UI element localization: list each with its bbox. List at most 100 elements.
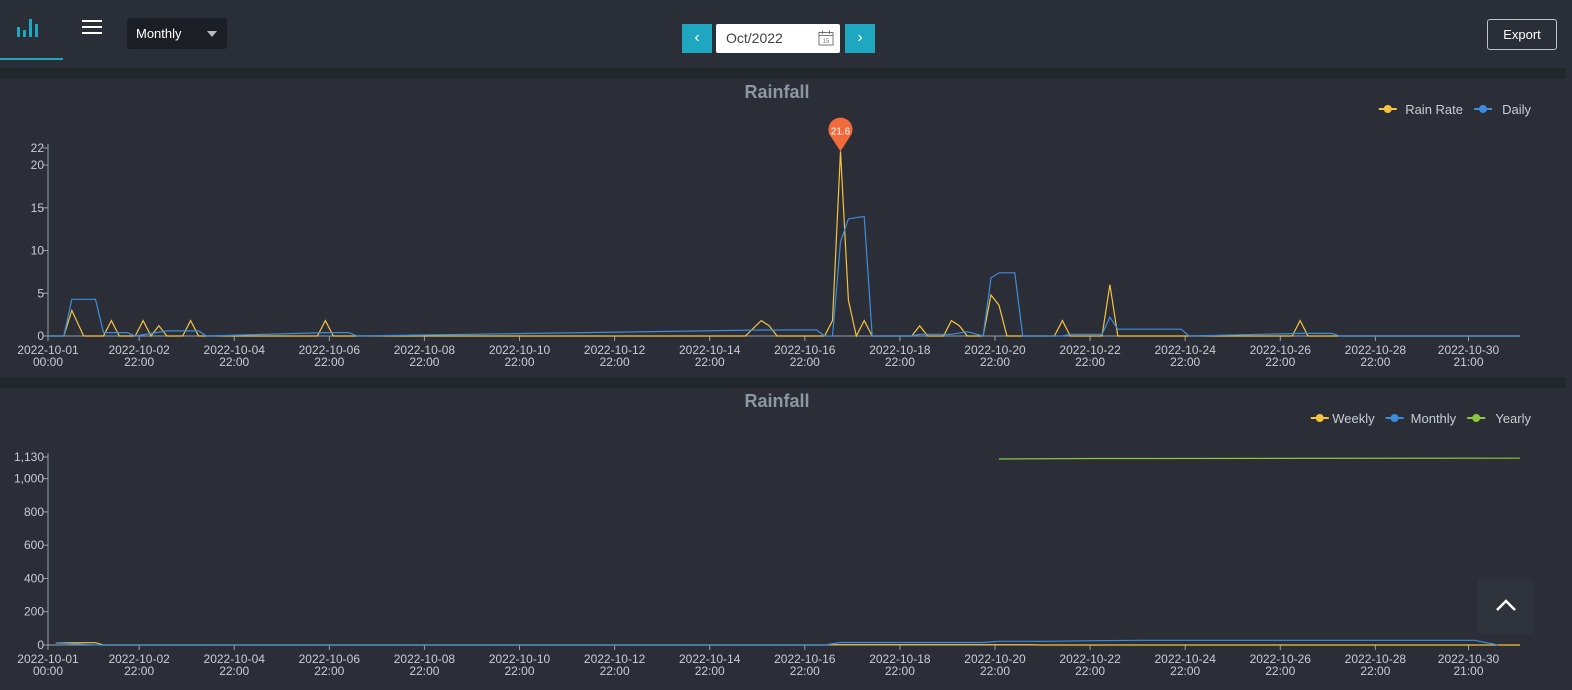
x-tick-label-time: 22:00 — [1360, 355, 1390, 369]
x-tick-label-time: 22:00 — [219, 664, 249, 678]
x-tick-label-date: 2022-10-22 — [1059, 343, 1121, 357]
x-tick-label-date: 2022-10-20 — [964, 652, 1026, 666]
rainfall-total-chart: Rainfall Yearly Monthly Weekly 0 200 400 600 800… — [14, 391, 1532, 678]
x-tick-label-date: 2022-10-18 — [869, 343, 931, 357]
series-line-monthly — [55, 639, 1499, 646]
y-tick-label: 20 — [31, 158, 45, 172]
page-scrollbar[interactable] — [1566, 68, 1572, 690]
x-tick-label-time: 22:00 — [600, 355, 630, 369]
x-tick-label-date: 2022-10-12 — [584, 343, 646, 357]
x-tick-label-time: 22:00 — [504, 355, 534, 369]
x-tick-label-date: 2022-10-10 — [489, 652, 551, 666]
legend-marker — [1390, 414, 1399, 422]
rain-rate-daily-panel: Rainfall Daily Rain Rate 0 5 10 15 20 22 2022-10-… — [0, 79, 1566, 377]
chart-title: Rainfall — [744, 391, 809, 411]
x-tick-label-date: 2022-10-12 — [584, 652, 646, 666]
x-tick-label-time: 22:00 — [600, 664, 630, 678]
x-tick-label-date: 2022-10-16 — [774, 343, 836, 357]
y-tick-label: 600 — [24, 538, 44, 552]
x-tick-label-date: 2022-10-26 — [1250, 343, 1312, 357]
x-tick-label-date: 2022-10-16 — [774, 652, 836, 666]
x-tick-label-date: 2022-10-01 — [17, 343, 79, 357]
legend-label-yearly: Yearly — [1495, 411, 1531, 426]
y-tick-label: 22 — [31, 141, 45, 155]
legend-label-rain-rate: Rain Rate — [1405, 102, 1463, 117]
x-tick-label-time: 22:00 — [219, 355, 249, 369]
x-tick-label-date: 2022-10-14 — [679, 652, 741, 666]
x-tick-label-date: 2022-10-04 — [204, 652, 266, 666]
x-tick-label-time: 22:00 — [885, 664, 915, 678]
x-tick-label-time: 22:00 — [314, 664, 344, 678]
x-tick-label-time: 22:00 — [1265, 664, 1295, 678]
chevron-up-icon — [1496, 599, 1516, 611]
y-tick-label: 15 — [31, 201, 45, 215]
x-tick-label-time: 22:00 — [1170, 664, 1200, 678]
y-tick-label: 800 — [24, 505, 44, 519]
chart-title: Rainfall — [744, 82, 809, 102]
y-tick-label: 400 — [24, 571, 44, 585]
x-tick-label-time: 22:00 — [1170, 355, 1200, 369]
x-tick-label-date: 2022-10-24 — [1154, 652, 1216, 666]
legend-marker — [1315, 414, 1324, 422]
x-tick-label-date: 2022-10-18 — [869, 652, 931, 666]
toolbar: Monthly ‹ Oct/2022 15 › Export — [0, 0, 1572, 68]
legend-label-monthly: Monthly — [1411, 411, 1457, 426]
x-tick-label-date: 2022-10-14 — [679, 343, 741, 357]
x-tick-label-date: 2022-10-28 — [1345, 343, 1407, 357]
period-select[interactable]: Monthly — [127, 18, 227, 49]
month-input[interactable]: Oct/2022 15 — [716, 24, 840, 53]
x-tick-label-time: 22:00 — [409, 664, 439, 678]
x-tick-label-time: 21:00 — [1453, 664, 1483, 678]
x-tick-label-time: 22:00 — [1265, 355, 1295, 369]
svg-text:15: 15 — [823, 39, 830, 45]
y-tick-label: 0 — [37, 329, 44, 343]
x-tick-label-time: 22:00 — [790, 664, 820, 678]
calendar-icon[interactable]: 15 — [818, 30, 834, 46]
export-button[interactable]: Export — [1487, 19, 1557, 50]
x-tick-label-time: 22:00 — [1360, 664, 1390, 678]
legend-label-daily: Daily — [1502, 102, 1531, 117]
x-tick-label-time: 22:00 — [124, 355, 154, 369]
x-tick-label-date: 2022-10-02 — [108, 343, 170, 357]
y-tick-label: 1,130 — [14, 450, 44, 464]
x-tick-label-time: 22:00 — [314, 355, 344, 369]
previous-month-button[interactable]: ‹ — [682, 24, 712, 53]
x-tick-label-date: 2022-10-10 — [489, 343, 551, 357]
x-tick-label-time: 22:00 — [409, 355, 439, 369]
x-tick-label-date: 2022-10-04 — [204, 343, 266, 357]
legend-marker — [1383, 105, 1392, 113]
x-tick-label-date: 2022-10-28 — [1345, 652, 1407, 666]
month-input-value: Oct/2022 — [726, 30, 783, 46]
accumulated-rainfall-panel: Rainfall Yearly Monthly Weekly 0 200 400 600 800… — [0, 388, 1566, 690]
x-tick-label-time: 22:00 — [885, 355, 915, 369]
series-line-yearly — [998, 457, 1521, 460]
x-tick-label-time: 22:00 — [1075, 355, 1105, 369]
x-tick-label-time: 22:00 — [504, 664, 534, 678]
period-select-value: Monthly — [136, 26, 182, 41]
y-tick-label: 5 — [37, 286, 44, 300]
bar-chart-icon — [17, 19, 38, 37]
y-tick-label: 10 — [31, 244, 45, 258]
x-tick-label-date: 2022-10-06 — [299, 343, 361, 357]
scroll-to-top-button[interactable] — [1477, 579, 1534, 634]
x-tick-label-date: 2022-10-22 — [1059, 652, 1121, 666]
x-tick-label-time: 22:00 — [124, 664, 154, 678]
series-line-rain-rate — [48, 151, 1520, 338]
chart-view-tab[interactable] — [0, 0, 63, 60]
x-tick-label-date: 2022-10-01 — [17, 652, 79, 666]
x-tick-label-date: 2022-10-08 — [394, 652, 456, 666]
legend-label-weekly: Weekly — [1332, 411, 1375, 426]
x-tick-label-time: 22:00 — [695, 355, 725, 369]
x-tick-label-time: 22:00 — [1075, 664, 1105, 678]
series-line-daily — [48, 215, 1520, 337]
x-tick-label-date: 2022-10-30 — [1438, 652, 1500, 666]
x-tick-label-time: 22:00 — [980, 355, 1010, 369]
x-tick-label-time: 21:00 — [1453, 355, 1483, 369]
rainfall-rate-chart: Rainfall Daily Rain Rate 0 5 10 15 20 22 2022-10-… — [17, 82, 1531, 369]
y-tick-label: 1,000 — [14, 472, 44, 486]
next-month-button[interactable]: › — [845, 24, 875, 53]
y-tick-label: 0 — [37, 638, 44, 652]
x-tick-label-date: 2022-10-06 — [299, 652, 361, 666]
legend-marker — [1472, 414, 1481, 422]
hamburger-menu-icon[interactable] — [82, 20, 102, 38]
